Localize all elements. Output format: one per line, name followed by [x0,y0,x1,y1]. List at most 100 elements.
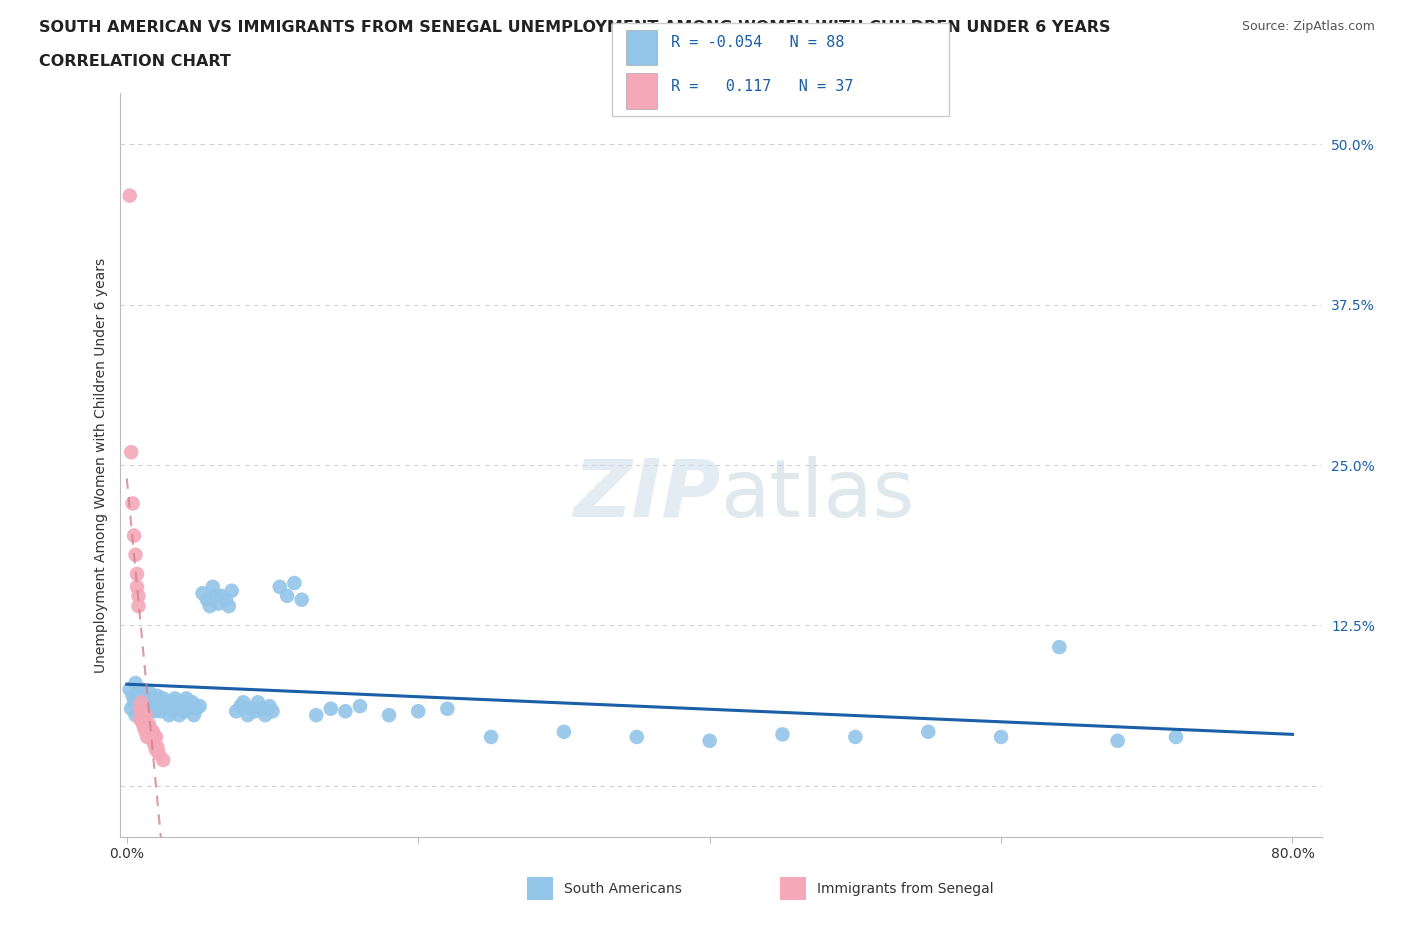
Point [283,576,305,591]
Point [191,586,214,601]
Point [134,688,156,703]
Point [163,691,186,706]
Point [148,746,170,761]
Point [150,698,173,713]
Point [166,701,188,716]
Point [153,701,176,716]
Point [772,727,794,742]
Point [259,698,281,713]
Point [174,704,197,719]
Point [138,724,160,739]
Point [195,592,218,607]
Point [142,724,165,739]
Point [120,701,142,716]
Point [129,711,152,726]
Point [246,695,269,710]
Point [136,695,159,710]
Point [201,579,224,594]
Point [252,701,274,716]
Point [118,188,141,203]
Point [131,704,153,719]
Point [149,704,172,719]
Point [132,708,155,723]
Point [211,589,233,604]
Text: R =   0.117   N = 37: R = 0.117 N = 37 [671,79,853,94]
Point [146,739,169,754]
Point [239,701,262,716]
Point [172,695,194,710]
Point [181,695,204,710]
Point [207,596,229,611]
Point [349,698,371,713]
Point [176,691,198,706]
Point [215,592,238,607]
Point [141,729,163,744]
Point [156,695,179,710]
Point [122,528,145,543]
Point [124,548,146,563]
Point [135,708,157,723]
Point [136,721,159,736]
Point [124,675,146,690]
Point [125,691,148,706]
Point [138,717,160,732]
Point [276,589,298,604]
Text: atlas: atlas [720,456,915,534]
Point [121,688,143,703]
Point [232,695,254,710]
Point [198,599,221,614]
Point [127,589,149,604]
Text: CORRELATION CHART: CORRELATION CHART [39,54,231,69]
Point [143,729,166,744]
Point [145,698,167,713]
Point [167,708,190,723]
Point [118,682,141,697]
Point [1164,729,1187,744]
Text: South Americans: South Americans [564,882,682,896]
Point [179,701,201,716]
Point [335,704,357,719]
Point [132,717,155,732]
Point [160,704,183,719]
Text: SOUTH AMERICAN VS IMMIGRANTS FROM SENEGAL UNEMPLOYMENT AMONG WOMEN WITH CHILDREN: SOUTH AMERICAN VS IMMIGRANTS FROM SENEGA… [39,20,1111,35]
Point [291,592,314,607]
Point [162,695,184,710]
Point [626,729,648,744]
Point [218,599,240,614]
Point [145,729,167,744]
Point [142,734,165,749]
Point [134,711,156,726]
Point [139,721,162,736]
Point [254,708,277,723]
Point [136,729,159,744]
Point [135,717,157,732]
Point [135,724,157,739]
Point [135,708,157,723]
Point [129,701,152,716]
Point [319,701,342,716]
Point [170,698,193,713]
Text: ZIP: ZIP [574,456,720,534]
Point [121,496,143,511]
Point [844,729,866,744]
Point [269,579,291,594]
Point [141,724,163,739]
Point [225,704,247,719]
Point [917,724,939,739]
Point [142,695,165,710]
Point [127,599,149,614]
Point [229,698,252,713]
Point [132,701,155,716]
Point [699,734,721,749]
Point [122,695,145,710]
Point [152,752,174,767]
Point [120,445,142,459]
Point [139,727,162,742]
Point [152,691,174,706]
Point [262,704,284,719]
Text: R = -0.054   N = 88: R = -0.054 N = 88 [671,35,844,50]
Y-axis label: Unemployment Among Women with Children Under 6 years: Unemployment Among Women with Children U… [94,258,108,672]
Point [145,742,167,757]
Point [159,698,181,713]
Point [221,583,243,598]
